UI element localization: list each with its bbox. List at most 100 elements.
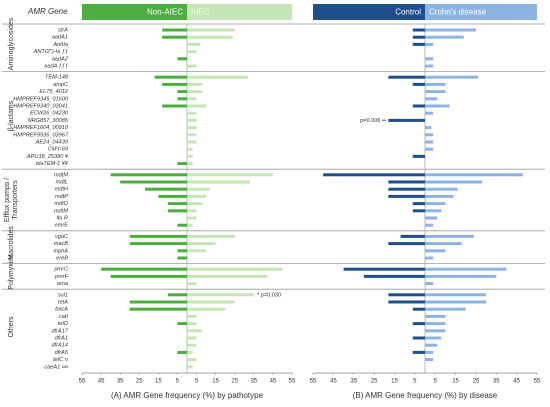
bar [425,194,454,198]
x-tick-label: 45 [513,379,520,385]
bar [167,293,187,297]
bar [425,242,462,246]
gene-label: tetC ¤ [53,357,68,363]
bar [412,202,425,206]
group-label: Others [8,316,15,338]
bar [177,322,187,326]
bar [187,118,197,122]
bar [187,249,207,253]
bar [412,28,425,32]
x-tick-label: 25 [136,379,143,385]
bar [425,202,446,206]
gene-label: dfrA14 [52,343,68,349]
bar [425,307,466,311]
legend-swatch [82,4,187,20]
annotation: * p=0.030 [257,292,281,298]
bar [187,223,193,227]
bar [388,118,425,122]
bar [187,329,203,333]
x-tick-label: 35 [493,379,500,385]
gene-label: ANT(2")-Ia ƒƒ [33,49,68,55]
bar [425,82,446,86]
bar [187,274,268,278]
bar [187,126,197,130]
bar [162,104,187,108]
legend-label: Control [395,8,421,17]
bar [425,300,487,304]
bar [162,28,187,32]
bar [425,111,434,115]
gene-label: CMY-69 [48,147,68,153]
bar [187,162,193,166]
bar [187,187,210,191]
bar [187,140,197,144]
gene-label: aadA2 [52,56,69,62]
bar [425,97,438,101]
bar [187,300,235,304]
bar [129,234,187,238]
bar [187,35,233,39]
bar [187,242,216,246]
bar [187,28,235,32]
bar [187,307,226,311]
bar [425,57,434,61]
bar [177,249,187,253]
gene-label: flo R [56,215,68,221]
gene-label: NRG857_30085 [28,118,69,124]
y-axis-label: AMR Gene [27,7,68,16]
gene-label: dfrA5 [55,350,69,356]
bar [425,35,464,39]
bar [187,64,197,68]
x-tick-label: 25 [473,379,480,385]
bar [110,274,187,278]
bar [177,97,187,101]
panel-title: (B) AMR Gene frequency (%) by disease [353,391,498,400]
bar [187,209,197,213]
bar [425,223,434,227]
bar [425,28,476,32]
bar [187,147,193,151]
bar [425,293,487,297]
bar [187,82,203,86]
bar [187,154,193,158]
bar [187,202,203,206]
bar [187,293,254,297]
gene-label: APU18_25380 ¥ [26,154,69,160]
gene-label: HMPREF9340_03041 [13,103,68,109]
gene-label: mdtO [54,201,68,207]
gene-label: aadA1 [52,35,68,41]
bar [177,90,187,94]
x-tick-label: 5 [434,379,438,385]
x-tick-label: 55 [289,379,296,385]
gene-label: blaTEM-1 ¥¥ [36,161,69,167]
x-tick-label: 55 [534,379,541,385]
annotation: p=0.006 •• [360,118,386,124]
gene-label: aadA ƒƒƒ [44,63,68,69]
bar [162,82,187,86]
bar [187,365,193,369]
bar [425,282,434,286]
x-tick-label: 35 [117,379,124,385]
bar [187,282,197,286]
bar [388,194,425,198]
gene-label: mdtM [54,208,68,214]
bar [129,242,187,246]
group-label: β-lactams [8,101,15,132]
x-tick-label: 35 [350,379,357,385]
gene-label: mdtM [54,172,68,178]
gene-label: pmrF [54,274,69,280]
bar [187,336,197,340]
bar [412,82,425,86]
gene-label: macB [54,241,69,247]
bar [425,336,442,340]
gene-label: tetD [58,321,68,327]
bar [412,209,425,213]
bar [425,133,434,137]
bar [412,307,425,311]
gene-label: mphA [53,248,68,254]
bar [363,274,425,278]
gene-label: ECW26_04230 [30,111,69,117]
bar [187,314,197,318]
bar [425,358,434,362]
